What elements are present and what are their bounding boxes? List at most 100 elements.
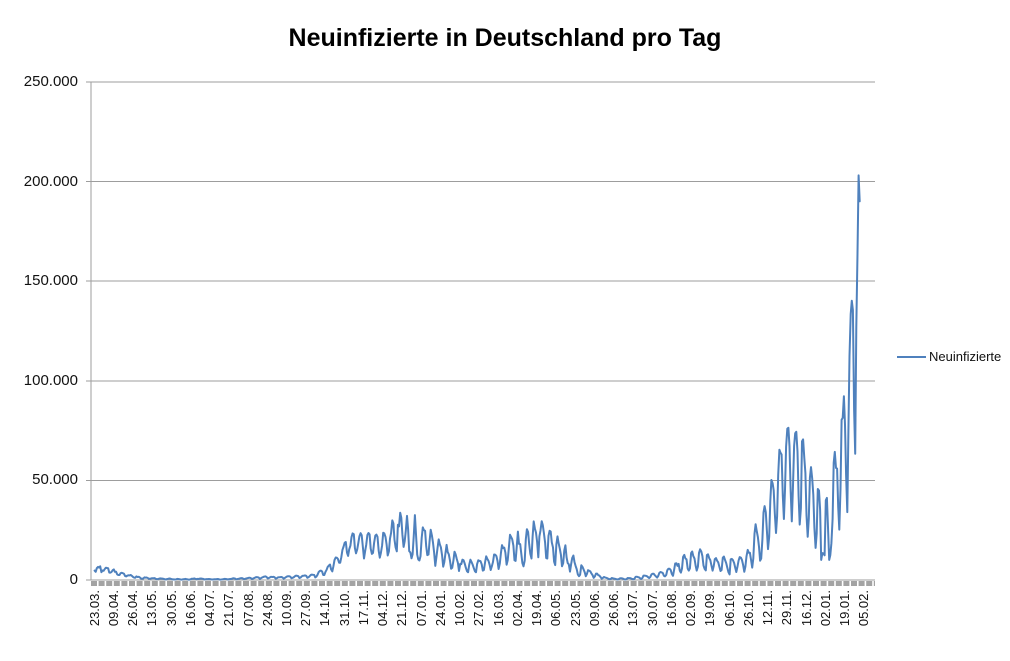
x-tick-strip-dash xyxy=(106,581,113,586)
y-axis-tick-label: 150.000 xyxy=(23,272,78,290)
x-axis-tick-label: 27.09. xyxy=(298,590,314,627)
x-axis-tick-label: 04.12. xyxy=(375,590,391,627)
legend-label: Neuinfizierte xyxy=(929,349,1002,364)
x-tick-strip-dash xyxy=(220,581,227,586)
x-tick-strip-dash xyxy=(493,581,500,586)
x-axis-tick-label: 19.09. xyxy=(702,590,718,627)
x-axis-tick-label: 26.06. xyxy=(606,590,622,627)
legend-line-swatch xyxy=(897,355,926,358)
x-tick-strip-dash xyxy=(699,581,705,586)
y-axis-tick-label: 50.000 xyxy=(32,471,78,489)
x-tick-strip-dash xyxy=(539,581,546,586)
x-tick-strip-dash xyxy=(448,581,455,586)
x-tick-strip-dash xyxy=(615,581,622,586)
x-tick-strip-dash xyxy=(341,581,348,586)
x-axis-tick-label: 07.01. xyxy=(413,590,429,627)
x-tick-strip-dash xyxy=(851,581,857,586)
x-tick-strip-dash xyxy=(600,581,607,586)
x-axis-tick-label: 13.05. xyxy=(144,590,160,627)
x-axis-tick-label: 24.01. xyxy=(432,590,448,627)
x-axis-tick-label: 16.08. xyxy=(663,590,679,627)
x-tick-strip-dash xyxy=(873,581,875,586)
x-tick-strip-dash xyxy=(425,581,432,586)
x-tick-strip-dash xyxy=(759,581,766,586)
x-tick-strip-dash xyxy=(136,581,143,586)
x-tick-strip-dash xyxy=(311,581,318,586)
x-tick-strip-dash xyxy=(98,581,105,586)
x-tick-strip-dash xyxy=(569,581,576,586)
x-axis-tick-label: 06.10. xyxy=(721,590,737,627)
x-axis-tick-label: 02.04. xyxy=(509,590,525,627)
x-tick-strip-dash xyxy=(501,581,508,586)
x-tick-strip-dash xyxy=(835,581,842,586)
x-tick-strip-dash xyxy=(782,581,789,586)
x-tick-strip-dash xyxy=(858,581,865,586)
x-tick-strip-dash xyxy=(417,581,424,586)
x-axis-tick-label: 02.01. xyxy=(817,590,833,627)
x-tick-strip-dash xyxy=(265,581,272,586)
x-tick-strip-dash xyxy=(828,581,835,586)
x-axis-tick-label: 13.07. xyxy=(625,590,641,627)
x-tick-strip-dash xyxy=(577,581,584,586)
x-axis-tick-label: 26.10. xyxy=(740,590,756,627)
x-tick-strip-dash xyxy=(227,581,234,586)
x-tick-strip-dash xyxy=(167,581,173,586)
x-axis-tick-label: 29.11. xyxy=(779,590,795,626)
x-tick-strip-dash xyxy=(357,581,363,586)
x-tick-strip-dash xyxy=(653,581,660,586)
x-tick-strip-dash xyxy=(440,581,447,586)
x-tick-strip-dash xyxy=(645,581,652,586)
x-tick-strip-dash xyxy=(790,581,797,586)
x-tick-strip-dash xyxy=(668,581,675,586)
x-axis-tick-label: 23.05. xyxy=(567,590,583,627)
x-tick-strip-dash xyxy=(182,581,189,586)
x-tick-strip-dash xyxy=(288,581,295,586)
x-axis-tick-label: 17.11. xyxy=(355,590,371,626)
x-tick-strip-dash xyxy=(607,581,614,586)
x-tick-strip-dash xyxy=(212,581,219,586)
x-tick-strip-dash xyxy=(737,581,743,586)
x-tick-strip-dash xyxy=(554,581,561,586)
x-axis-tick-label: 26.04. xyxy=(125,590,141,627)
x-tick-strip-dash xyxy=(463,581,470,586)
x-tick-strip-dash xyxy=(843,581,850,586)
x-axis-tick-label: 06.05. xyxy=(548,590,564,627)
x-tick-strip-dash xyxy=(683,581,690,586)
x-tick-strip-dash xyxy=(410,581,417,586)
x-axis-tick-label: 19.04. xyxy=(529,590,545,627)
x-axis-tick-label: 16.12. xyxy=(798,590,814,627)
x-axis-tick-label: 09.06. xyxy=(586,590,602,627)
x-tick-strip-dash xyxy=(585,581,591,586)
x-tick-strip-dash xyxy=(797,581,804,586)
x-tick-strip-dash xyxy=(820,581,827,586)
x-axis-tick-label: 30.05. xyxy=(163,590,179,627)
x-tick-strip-dash xyxy=(805,581,812,586)
x-tick-strip-dash xyxy=(775,581,781,586)
x-tick-strip-dash xyxy=(151,581,158,586)
x-tick-strip-dash xyxy=(129,581,135,586)
x-tick-strip-dash xyxy=(273,581,280,586)
x-tick-strip-dash xyxy=(455,581,462,586)
x-axis-tick-label: 02.09. xyxy=(683,590,699,627)
x-tick-strip-dash xyxy=(303,581,310,586)
x-tick-strip-dash xyxy=(721,581,728,586)
x-tick-strip-dash xyxy=(638,581,645,586)
x-axis-tick-label: 04.07. xyxy=(202,590,218,627)
legend: Neuinfizierte xyxy=(897,349,1001,364)
x-axis-tick-label: 07.08. xyxy=(240,590,256,627)
x-tick-strip-dash xyxy=(379,581,386,586)
y-axis-tick-label: 200.000 xyxy=(23,172,78,190)
x-tick-strip-dash xyxy=(547,581,553,586)
x-tick-strip-dash xyxy=(258,581,265,586)
x-tick-strip-dash xyxy=(243,581,249,586)
x-tick-strip-dash xyxy=(402,581,409,586)
x-tick-strip-dash xyxy=(296,581,303,586)
x-axis-tick-label: 24.08. xyxy=(259,590,275,627)
x-tick-strip-dash xyxy=(372,581,379,586)
x-tick-strip-dash xyxy=(113,581,120,586)
x-axis-tick-label: 10.02. xyxy=(452,590,468,627)
x-tick-strip-dash xyxy=(364,581,371,586)
x-tick-strip-dash xyxy=(524,581,531,586)
x-tick-strip-dash xyxy=(676,581,683,586)
